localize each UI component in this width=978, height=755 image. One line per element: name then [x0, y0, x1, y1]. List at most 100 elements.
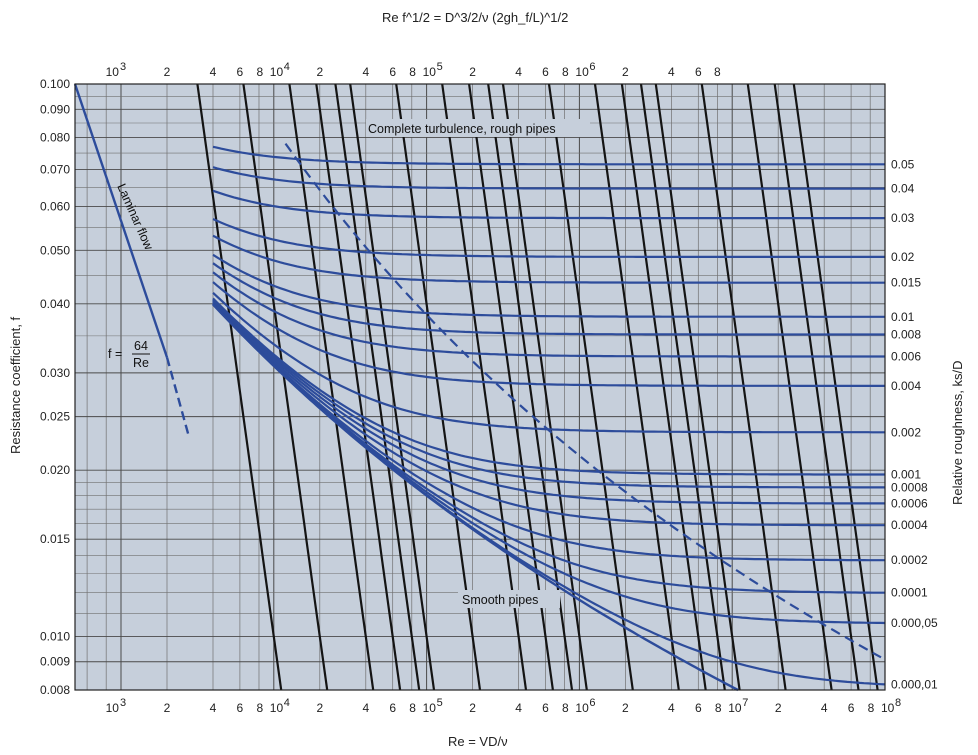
- ref-half-line: [242, 83, 329, 691]
- top-tick-label: 4: [668, 65, 675, 79]
- x-tick-label-exponent: 6: [589, 697, 595, 709]
- y-tick-label: 0.090: [40, 102, 70, 116]
- roughness-label: 0.004: [891, 379, 921, 393]
- x-tick-label-decade: 10: [728, 701, 742, 715]
- roughness-label: 0.0004: [891, 518, 928, 532]
- re-f-half-lines: [196, 83, 879, 691]
- x-tick-label-exponent: 3: [120, 697, 126, 709]
- top-tick-label: 6: [237, 65, 244, 79]
- roughness-curve: [212, 302, 885, 562]
- x-tick-label: 8: [409, 701, 416, 715]
- x-tick-label: 2: [316, 701, 323, 715]
- roughness-curve: [212, 189, 885, 220]
- y-tick-label: 0.008: [40, 683, 70, 697]
- y-tick-label: 0.025: [40, 410, 70, 424]
- y-tick-label: 0.009: [40, 655, 70, 669]
- top-tick-label: 2: [316, 65, 323, 79]
- x-tick-label: 4: [668, 701, 675, 715]
- top-tick-label: 6: [695, 65, 702, 79]
- x-tick-label-decade: 10: [575, 701, 589, 715]
- ref-half-line: [349, 83, 436, 691]
- roughness-label: 0.000,01: [891, 677, 938, 691]
- roughness-curve: [212, 166, 885, 190]
- x-tick-label: 6: [848, 701, 855, 715]
- roughness-label: 0.006: [891, 350, 921, 364]
- ref-half-line: [487, 83, 574, 691]
- ref-half-line: [395, 83, 482, 691]
- smooth-pipes-label: Smooth pipes: [462, 593, 538, 607]
- x-tick-label-exponent: 4: [284, 697, 290, 709]
- top-tick-label: 8: [256, 65, 263, 79]
- roughness-label: 0.001: [891, 468, 921, 482]
- ref-half-line: [547, 83, 634, 691]
- ref-half-line: [593, 83, 680, 691]
- y-tick-label: 0.010: [40, 630, 70, 644]
- y-tick-label: 0.100: [40, 77, 70, 91]
- y-tick-label: 0.040: [40, 297, 70, 311]
- x-tick-label: 8: [868, 701, 875, 715]
- roughness-curves: [73, 83, 886, 692]
- roughness-curve: [212, 253, 885, 318]
- x-tick-label-decade: 10: [423, 701, 437, 715]
- ref-half-line: [746, 83, 833, 691]
- x-tick-label: 10: [106, 701, 120, 715]
- ref-half-line: [288, 83, 375, 691]
- complete-turbulence-label-bg: [366, 119, 590, 137]
- roughness-label: 0.02: [891, 250, 915, 264]
- roughness-label: 0.000,05: [891, 616, 938, 630]
- roughness-label: 0.04: [891, 182, 915, 196]
- smooth-pipe-curve: [212, 303, 739, 692]
- x-tick-label: 2: [622, 701, 629, 715]
- tick-labels: 0.05 0.04 0.03 0.02 0.015 0.01 0.008 0.006 0.004…: [40, 61, 938, 715]
- plot-frame: [74, 83, 886, 691]
- roughness-label: 0.0008: [891, 480, 928, 494]
- y-tick-label: 0.060: [40, 200, 70, 214]
- y-tick-label: 0.070: [40, 163, 70, 177]
- y2-axis-label: Relative roughness, ks/D: [950, 360, 965, 505]
- x-tick-label-exponent: 5: [437, 697, 443, 709]
- roughness-curve: [212, 301, 885, 527]
- roughness-curve: [212, 300, 885, 505]
- x-tick-label-exponent: 7: [742, 697, 748, 709]
- ref-half-line: [700, 83, 787, 691]
- top-tick-label: 8: [714, 65, 721, 79]
- ref-half-line: [501, 83, 588, 691]
- top-tick-label: 2: [469, 65, 476, 79]
- x-tick-label: 6: [237, 701, 244, 715]
- y-tick-label: 0.030: [40, 366, 70, 380]
- top-tick-label: 2: [164, 65, 171, 79]
- roughness-label: 0.002: [891, 425, 921, 439]
- top-tick-label-decade: 10: [423, 65, 437, 79]
- laminar-formula-lhs: f =: [108, 347, 122, 361]
- y-tick-label: 0.015: [40, 532, 70, 546]
- y-tick-label: 0.050: [40, 243, 70, 257]
- x-tick-label: 6: [542, 701, 549, 715]
- roughness-label: 0.01: [891, 310, 915, 324]
- x-tick-label: 6: [695, 701, 702, 715]
- y-tick-label: 0.020: [40, 463, 70, 477]
- roughness-curve: [212, 297, 885, 476]
- x-tick-label: 2: [775, 701, 782, 715]
- roughness-curve: [212, 262, 885, 336]
- x-tick-label: 8: [562, 701, 569, 715]
- roughness-label: 0.0002: [891, 553, 928, 567]
- x-tick-label-decade: 10: [270, 701, 284, 715]
- top-tick-label: 8: [409, 65, 416, 79]
- laminar-formula-den: Re: [133, 356, 149, 370]
- top-tick-label: 8: [562, 65, 569, 79]
- roughness-curve: [212, 217, 885, 258]
- x-axis-label: Re = VD/ν: [448, 734, 508, 749]
- x-tick-label: 4: [210, 701, 217, 715]
- top-tick-label-exponent: 4: [284, 61, 290, 73]
- x-tick-label-exponent: 8: [895, 697, 901, 709]
- top-tick-label-exponent: 6: [589, 61, 595, 73]
- top-tick-label: 4: [515, 65, 522, 79]
- top-tick-label: 4: [210, 65, 217, 79]
- roughness-label: 0.0001: [891, 586, 928, 600]
- ref-half-line: [196, 83, 283, 691]
- x-tick-label: 4: [362, 701, 369, 715]
- top-tick-label-decade: 10: [270, 65, 284, 79]
- roughness-curve: [212, 298, 885, 489]
- roughness-label: 0.05: [891, 157, 915, 171]
